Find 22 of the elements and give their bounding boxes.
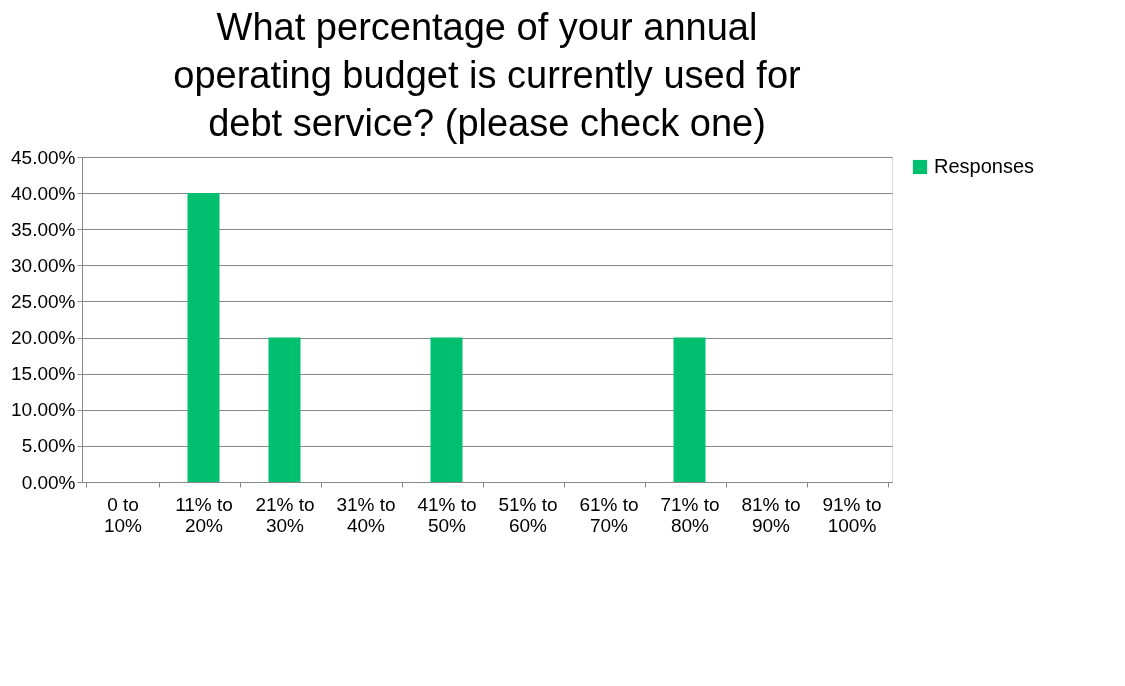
x-tick-label: 51% to 60%: [498, 493, 558, 536]
y-tick-label: 35.00%: [11, 218, 76, 240]
x-tick-label: 31% to 40%: [336, 493, 396, 536]
legend-label: Responses: [934, 155, 1035, 177]
x-tick-label: 91% to 100%: [822, 493, 882, 536]
x-tick-label: 71% to 80%: [660, 493, 720, 536]
y-tick-label: 10.00%: [11, 399, 76, 421]
y-tick-label: 20.00%: [11, 327, 76, 349]
chart-title: What percentage of your annual operating budget is currently used for debt service? (please check one): [173, 6, 802, 144]
y-tick-label: 30.00%: [11, 254, 76, 276]
x-tick-label: 81% to 90%: [741, 493, 801, 536]
y-tick-label: 25.00%: [11, 290, 76, 312]
y-tick-label: 40.00%: [11, 182, 76, 204]
y-tick-label: 0.00%: [21, 471, 76, 493]
x-tick-label: 0 to 10%: [103, 493, 143, 536]
x-tick-label: 21% to 30%: [255, 493, 315, 536]
x-tick-label: 11% to 20%: [175, 493, 233, 536]
y-tick-label: 45.00%: [11, 146, 76, 168]
y-tick-label: 5.00%: [21, 435, 76, 457]
x-tick-label: 41% to 50%: [417, 493, 477, 536]
x-tick-label: 61% to 70%: [579, 493, 639, 536]
y-tick-label: 15.00%: [11, 363, 76, 385]
